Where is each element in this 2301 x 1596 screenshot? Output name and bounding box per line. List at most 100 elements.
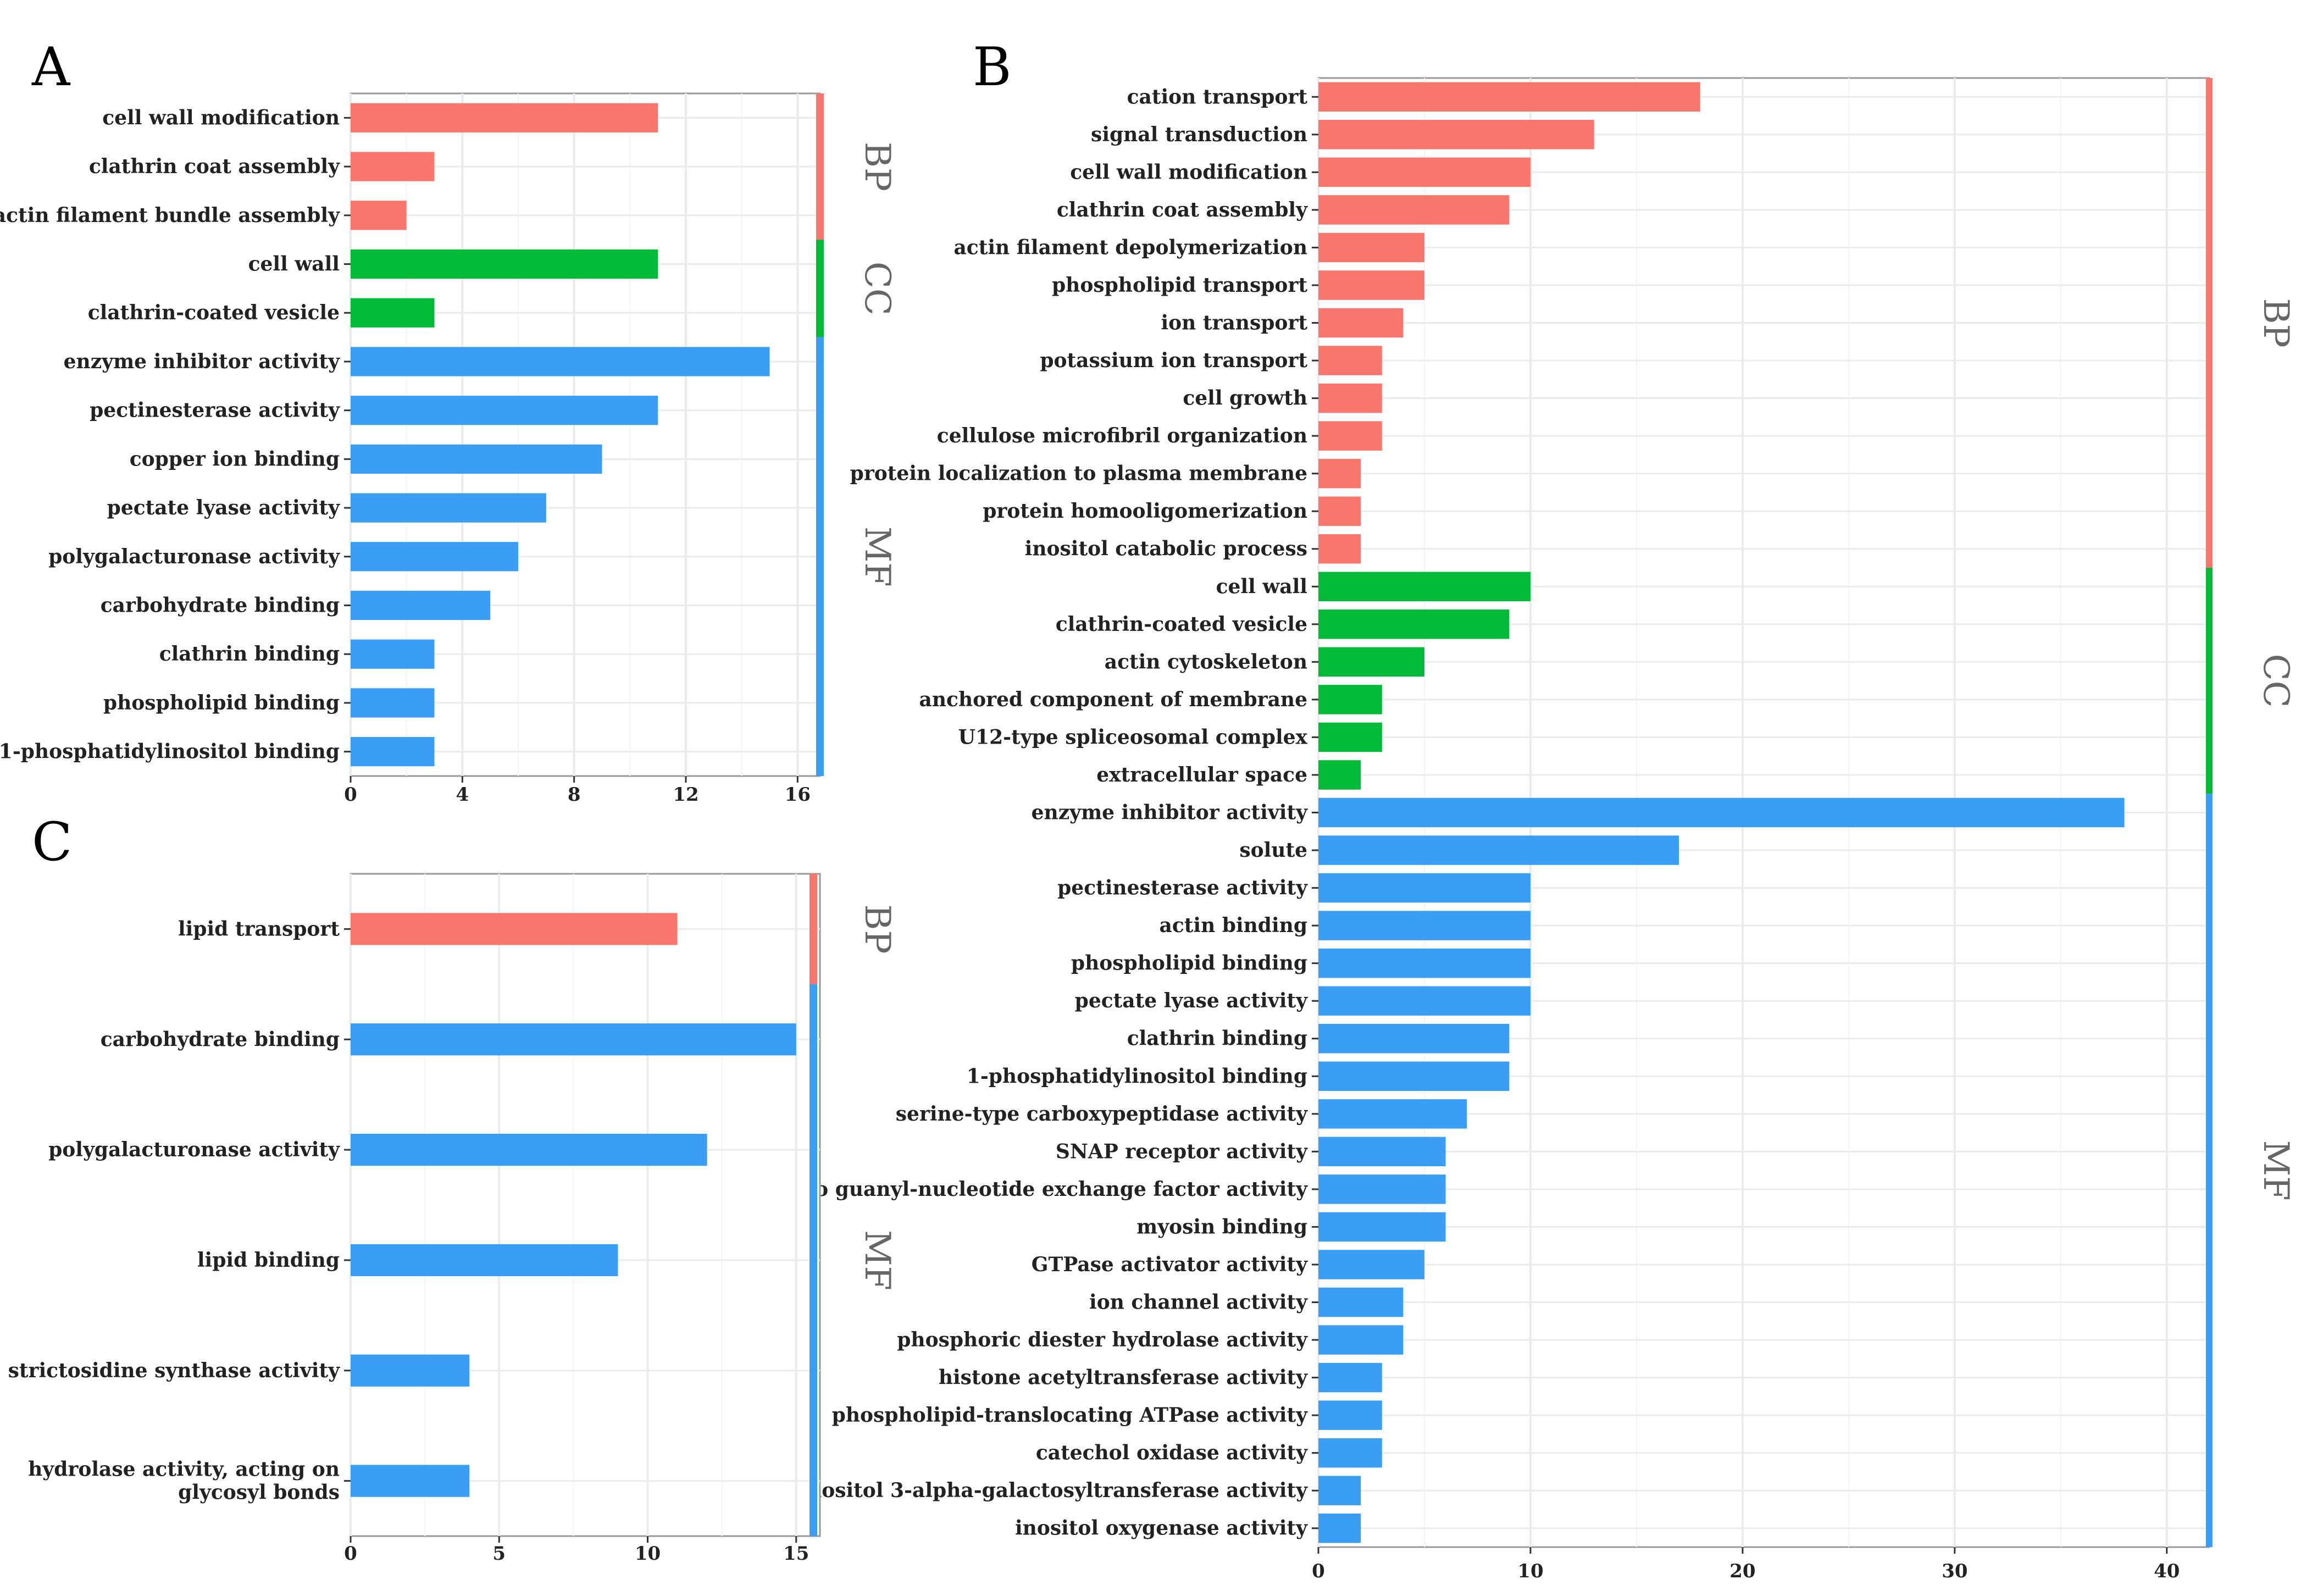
bar-a-copper-ion-binding xyxy=(351,444,602,474)
bar-b-snap-receptor-activity xyxy=(1318,1137,1446,1167)
bar-a-pectinesterase-activity xyxy=(351,396,658,425)
bar-b-ion-channel-activity xyxy=(1318,1287,1404,1317)
category-label-b-phospholipid-transport: phospholipid transport xyxy=(1052,274,1307,297)
bar-a-1-phosphatidylinositol-binding xyxy=(351,737,435,767)
bar-a-clathrin-binding xyxy=(351,639,435,669)
bar-b-cellulose-microfibril-organization xyxy=(1318,421,1382,451)
group-label-a-mf: MF xyxy=(857,527,897,587)
category-label-b-solute: solute xyxy=(1239,839,1307,862)
bar-c-hydrolase-activity-acting-on-glycosyl-bonds xyxy=(351,1465,470,1497)
bar-c-lipid-transport xyxy=(351,913,678,945)
category-label-b-anchored-component-of-membrane: anchored component of membrane xyxy=(919,688,1307,711)
x-tick-label-b-20: 20 xyxy=(1729,1560,1755,1582)
bar-b-actin-filament-depolymerization xyxy=(1318,232,1424,263)
bar-b-protein-localization-to-plasma-membrane xyxy=(1318,458,1361,489)
panel-letter-b: B xyxy=(973,36,1012,98)
group-strip-a-cc xyxy=(816,240,824,337)
group-strip-a-bp xyxy=(816,93,824,240)
category-label-a-cell-wall: cell wall xyxy=(248,253,340,276)
category-label-b-extracellular-space: extracellular space xyxy=(1096,763,1307,786)
category-label-a-pectate-lyase-activity: pectate lyase activity xyxy=(107,496,340,519)
category-label-a-1-phosphatidylinositol-binding: 1-phosphatidylinositol binding xyxy=(0,740,340,763)
category-label-c-polygalacturonase-activity: polygalacturonase activity xyxy=(48,1138,340,1161)
category-label-c-lipid-binding: lipid binding xyxy=(197,1249,340,1272)
bar-b-catechol-oxidase-activity xyxy=(1318,1438,1382,1468)
category-label-a-carbohydrate-binding: carbohydrate binding xyxy=(101,594,340,617)
bar-b-enzyme-inhibitor-activity xyxy=(1318,797,2125,828)
x-tick-label-a-16: 16 xyxy=(785,784,811,806)
category-label-a-cell-wall-modification: cell wall modification xyxy=(102,106,340,129)
group-label-b-mf: MF xyxy=(2255,1140,2296,1201)
category-label-b-protein-homooligomerization: protein homooligomerization xyxy=(983,500,1307,523)
bar-c-strictosidine-synthase-activity xyxy=(351,1354,470,1387)
bar-a-cell-wall-modification xyxy=(351,103,658,132)
category-label-b-cell-growth: cell growth xyxy=(1183,387,1307,410)
bar-b-clathrin-coated-vesicle xyxy=(1318,609,1510,639)
category-label-b-clathrin-coat-assembly: clathrin coat assembly xyxy=(1057,198,1308,221)
bar-a-cell-wall xyxy=(351,249,658,279)
category-label-a-phospholipid-binding: phospholipid binding xyxy=(103,691,340,714)
bar-b-cell-wall-modification xyxy=(1318,157,1531,187)
bar-b-actin-cytoskeleton xyxy=(1318,647,1424,677)
group-strip-b-bp xyxy=(2206,78,2213,568)
bar-b-pectinesterase-activity xyxy=(1318,873,1531,903)
category-label-c-lipid-transport: lipid transport xyxy=(178,917,340,940)
group-label-a-cc: CC xyxy=(857,262,897,315)
panel-a-chart: cell wall modification clathrin coat asse… xyxy=(0,92,897,806)
bar-b-inositol-catabolic-process xyxy=(1318,534,1361,564)
x-tick-label-c-0: 0 xyxy=(344,1543,357,1565)
category-label-b-u12-type-spliceosomal-complex: U12-type spliceosomal complex xyxy=(958,725,1308,749)
category-label-b-protein-localization-to-plasma-membrane: protein localization to plasma membrane xyxy=(850,462,1307,485)
category-label-b-cell-wall: cell wall xyxy=(1216,575,1307,598)
category-label-b-pectate-lyase-activity: pectate lyase activity xyxy=(1075,989,1308,1012)
category-label-b-potassium-ion-transport: potassium ion transport xyxy=(1040,349,1307,372)
bar-b-gtpase-activator-activity xyxy=(1318,1250,1424,1279)
bar-b-potassium-ion-transport xyxy=(1318,346,1382,375)
bar-b-solute xyxy=(1318,835,1679,865)
bar-a-pectate-lyase-activity xyxy=(351,493,546,523)
x-tick-label-a-12: 12 xyxy=(673,784,698,806)
bar-a-clathrin-coated-vesicle xyxy=(351,298,435,328)
bar-b-actin-binding xyxy=(1318,911,1531,940)
x-tick-label-b-10: 10 xyxy=(1517,1560,1543,1582)
bar-b-anchored-component-of-membrane xyxy=(1318,685,1382,714)
category-label-b-myosin-binding: myosin binding xyxy=(1136,1215,1307,1238)
category-label-b-phosphoric-diester-hydrolase-activity: phosphoric diester hydrolase activity xyxy=(897,1328,1308,1351)
category-label-b-signal-transduction: signal transduction xyxy=(1091,123,1307,146)
bar-b-phospholipid-translocating-atpase-activity xyxy=(1318,1400,1382,1430)
category-label-a-enzyme-inhibitor-activity: enzyme inhibitor activity xyxy=(64,350,340,373)
x-tick-label-a-4: 4 xyxy=(456,784,469,806)
x-tick-label-a-0: 0 xyxy=(344,784,357,806)
x-tick-label-c-10: 10 xyxy=(635,1543,661,1565)
group-strip-b-cc xyxy=(2206,568,2213,794)
category-label-b-actin-binding: actin binding xyxy=(1160,914,1307,937)
category-label-b-catechol-oxidase-activity: catechol oxidase activity xyxy=(1036,1442,1308,1465)
category-label-b-actin-filament-depolymerization: actin filament depolymerization xyxy=(953,236,1307,259)
bar-b-cell-wall xyxy=(1318,572,1531,601)
plot-area-a xyxy=(350,92,821,777)
category-label-a-copper-ion-binding: copper ion binding xyxy=(130,447,340,470)
bar-b-serine-type-carboxypeptidase-activity xyxy=(1318,1099,1467,1129)
bar-b-cation-transport xyxy=(1318,82,1700,112)
panel-c-chart: lipid transport carbohydrate binding polyg… xyxy=(8,873,897,1565)
bar-b-clathrin-coat-assembly xyxy=(1318,195,1510,225)
category-label-a-actin-filament-bundle-assembly: actin filament bundle assembly xyxy=(0,204,340,227)
x-tick-label-a-8: 8 xyxy=(568,784,581,806)
panel-letter-a: A xyxy=(31,36,71,98)
category-label-b-inositol-catabolic-process: inositol catabolic process xyxy=(1025,537,1307,561)
category-label-b-pectinesterase-activity: pectinesterase activity xyxy=(1057,877,1308,900)
bar-a-polygalacturonase-activity xyxy=(351,542,518,572)
category-label-b-inositol-3-alpha-galactosyltransferase-activity: inositol 3-alpha-galactosyltransferase a… xyxy=(800,1479,1308,1502)
category-label-b-serine-type-carboxypeptidase-activity: serine-type carboxypeptidase activity xyxy=(896,1102,1308,1126)
bar-a-carbohydrate-binding xyxy=(351,590,491,620)
category-label-a-clathrin-coated-vesicle: clathrin-coated vesicle xyxy=(88,301,340,324)
bar-b-phospholipid-transport xyxy=(1318,270,1424,300)
group-label-b-cc: CC xyxy=(2255,654,2296,708)
bar-b-protein-homooligomerization xyxy=(1318,496,1361,526)
bar-b-signal-transduction xyxy=(1318,120,1594,149)
x-tick-label-b-0: 0 xyxy=(1312,1560,1325,1582)
x-tick-label-b-30: 30 xyxy=(1942,1560,1967,1582)
group-strip-c-bp xyxy=(809,874,817,984)
category-label-a-pectinesterase-activity: pectinesterase activity xyxy=(90,399,340,422)
category-label-b-inositol-oxygenase-activity: inositol oxygenase activity xyxy=(1015,1517,1308,1540)
